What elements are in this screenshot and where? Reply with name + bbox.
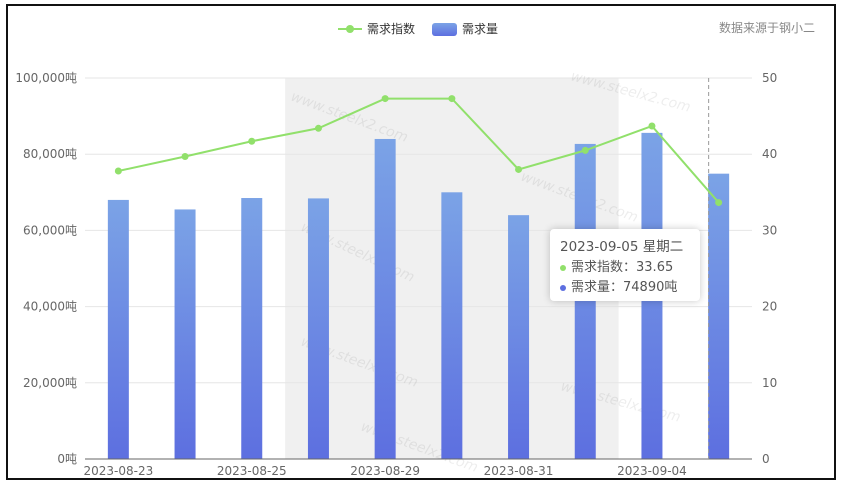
y-right-tick-label: 40 xyxy=(762,147,777,161)
tooltip-value-index: 33.65 xyxy=(636,260,674,275)
axes: 0吨 20,000吨 40,000吨 60,000吨 80,000吨 100,000吨 0 1… xyxy=(15,71,777,478)
bar xyxy=(174,209,196,459)
line-point xyxy=(648,122,656,130)
line-point xyxy=(114,167,122,175)
x-tick-label: 2023-09-04 xyxy=(617,464,687,478)
y-left-tick-label: 60,000吨 xyxy=(23,223,77,237)
x-tick-label: 2023-08-31 xyxy=(484,464,554,478)
source-label: 数据来源于钢小二 xyxy=(719,20,815,35)
y-left-tick-label: 0吨 xyxy=(57,452,77,466)
legend-label-volume: 需求量 xyxy=(462,22,498,36)
x-tick-label: 2023-08-25 xyxy=(217,464,287,478)
tooltip-title: 2023-09-05 星期二 xyxy=(560,239,684,255)
bar xyxy=(241,198,263,459)
bar xyxy=(441,192,463,460)
tooltip-row-volume: 需求量： 74890吨 xyxy=(560,278,690,298)
line-point xyxy=(581,146,589,154)
y-left-tick-label: 40,000吨 xyxy=(23,300,77,314)
legend-line-dot xyxy=(346,25,354,33)
tooltip-dot-volume xyxy=(560,285,566,291)
line-point xyxy=(181,152,189,160)
bar xyxy=(574,143,596,459)
tooltip: 2023-09-05 星期二 需求指数： 33.65 需求量： 74890吨 xyxy=(550,229,700,301)
bar xyxy=(374,138,396,459)
line-series xyxy=(114,95,723,207)
line-path xyxy=(118,97,720,204)
bar xyxy=(307,198,329,459)
bar xyxy=(107,199,129,460)
y-left-tick-label: 80,000吨 xyxy=(23,147,77,161)
line-point xyxy=(381,95,389,103)
legend-bar-marker xyxy=(432,23,457,36)
y-right-tick-label: 0 xyxy=(762,452,770,466)
y-left-tick-label: 100,000吨 xyxy=(15,71,77,85)
y-right-tick-label: 50 xyxy=(762,71,777,85)
line-point xyxy=(715,199,723,207)
tooltip-label-index: 需求指数： xyxy=(571,260,637,275)
legend[interactable]: 需求指数 需求量 xyxy=(338,21,498,36)
y-right-tick-label: 30 xyxy=(762,223,777,237)
line-point xyxy=(515,165,523,173)
tooltip-value-volume: 74890吨 xyxy=(623,280,678,295)
y-left-tick-label: 20,000吨 xyxy=(23,376,77,390)
y-right-tick-label: 20 xyxy=(762,300,777,314)
bar xyxy=(508,215,530,459)
tooltip-row-index: 需求指数： 33.65 xyxy=(560,258,690,278)
line-point xyxy=(248,137,256,145)
line-point xyxy=(448,95,456,103)
x-tick-label: 2023-08-29 xyxy=(350,464,420,478)
x-tick-label: 2023-08-23 xyxy=(83,464,153,478)
bar xyxy=(708,173,730,459)
line-point xyxy=(314,124,322,132)
y-right-tick-label: 10 xyxy=(762,376,777,390)
tooltip-label-volume: 需求量： xyxy=(571,280,624,295)
legend-label-index: 需求指数 xyxy=(367,21,415,36)
tooltip-dot-index xyxy=(560,265,566,271)
